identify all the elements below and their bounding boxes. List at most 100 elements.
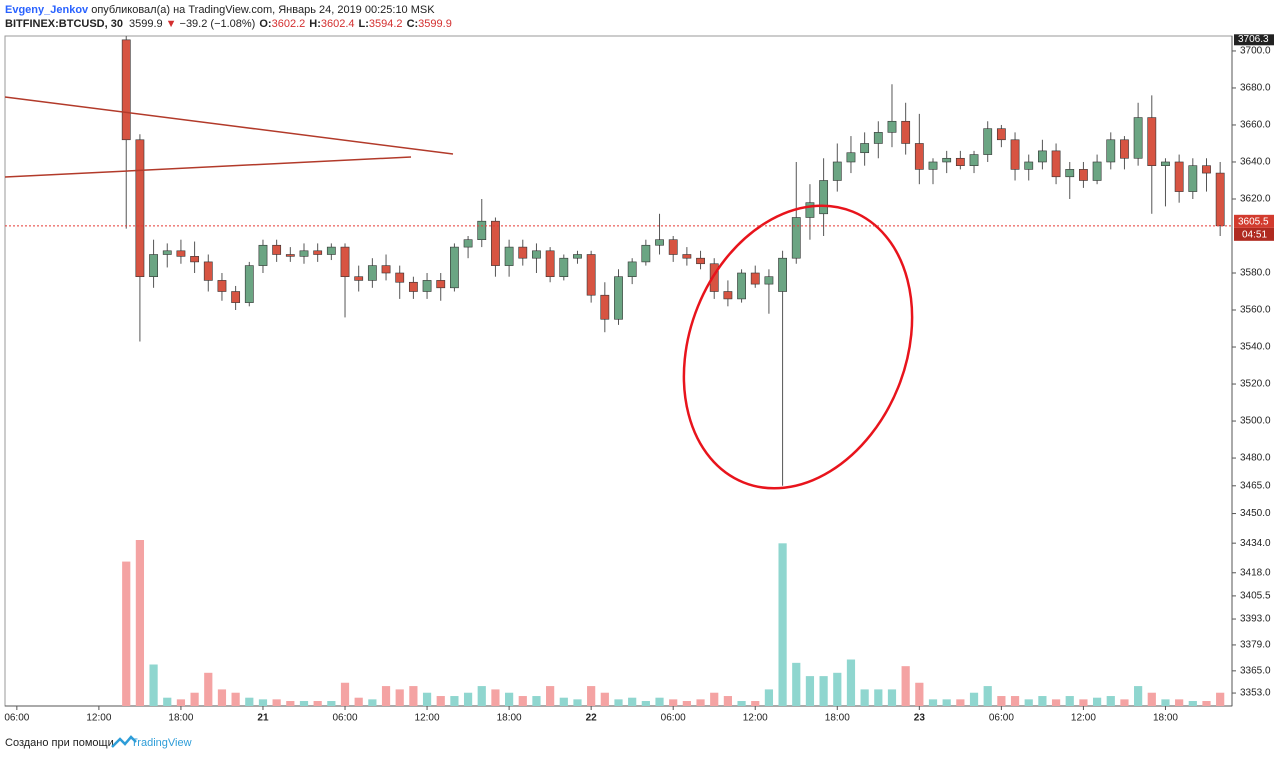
candle-body	[491, 220, 500, 266]
ohlc-value: 3602.2	[272, 18, 306, 30]
candle-body	[723, 291, 733, 300]
countdown-label: 04:51	[1242, 229, 1267, 240]
volume-bar	[723, 696, 732, 706]
candle-body	[1010, 139, 1020, 170]
candle-body	[805, 202, 815, 218]
candle-body	[340, 246, 350, 278]
candle-body	[996, 128, 1006, 141]
candle-body	[285, 254, 295, 257]
candle-body	[791, 217, 801, 259]
volume-bar	[190, 692, 199, 706]
volume-bar	[395, 689, 404, 706]
volume-bar	[833, 672, 842, 706]
candle-body	[928, 161, 938, 170]
y-tick-label: 3353.0	[1240, 688, 1271, 699]
candle-body	[217, 280, 227, 292]
y-tick-label: 3580.0	[1240, 268, 1271, 279]
trend-line[interactable]	[4, 156, 412, 178]
volume-bar	[381, 686, 391, 706]
volume-bar	[956, 699, 965, 706]
candle-body	[367, 265, 377, 281]
volume-bar	[272, 699, 281, 706]
y-tick-label: 3365.0	[1240, 665, 1271, 676]
candle-body	[149, 254, 158, 278]
candle-body	[942, 157, 952, 163]
y-tick-label: 3405.5	[1240, 591, 1271, 602]
trend-line[interactable]	[4, 96, 454, 155]
header: Evgeny_Jenkov опубликовал(а) на TradingV…	[5, 4, 435, 16]
volume-bar	[149, 664, 158, 706]
volume-bar	[245, 697, 254, 706]
candle-body	[1120, 139, 1129, 159]
y-tick-label: 3520.0	[1240, 379, 1271, 390]
candle-body	[614, 276, 623, 320]
x-tick-label: 18:00	[497, 713, 522, 724]
candle-body	[1092, 161, 1102, 181]
x-tick-label: 18:00	[1153, 713, 1178, 724]
y-tick-label: 3500.0	[1240, 416, 1271, 427]
plot	[121, 36, 1225, 706]
candle-body	[203, 261, 213, 281]
volume-bar	[505, 692, 514, 706]
footer-brand[interactable]: TradingView	[131, 737, 192, 749]
candle-body	[737, 272, 746, 300]
candle-body	[1161, 161, 1170, 166]
candle-body	[1133, 117, 1143, 159]
volume-bar	[573, 699, 582, 706]
y-tick-label: 3465.0	[1240, 480, 1271, 491]
volume-bar	[163, 697, 172, 706]
y-tick-label: 3434.0	[1240, 538, 1271, 549]
volume-bar	[299, 701, 309, 706]
candle-body	[422, 280, 432, 292]
candle-body	[436, 280, 446, 289]
ohlc-label: H:	[309, 18, 321, 30]
y-tick-label: 3560.0	[1240, 305, 1271, 316]
volume-bar	[1092, 697, 1102, 706]
volume-bar	[477, 686, 486, 706]
quote-line: BITFINEX:BTCUSD, 30 3599.9 ▼ −39.2 (−1.08%)…	[5, 18, 452, 30]
highlight-ellipse[interactable]	[643, 171, 953, 523]
volume-bar	[368, 699, 377, 706]
author[interactable]: Evgeny_Jenkov	[5, 4, 89, 16]
y-tick-label: 3700.0	[1240, 46, 1271, 57]
price: 3599.9	[129, 18, 163, 30]
change-arrow: ▼	[166, 18, 177, 30]
candle-body	[1037, 150, 1047, 163]
candle-body	[272, 244, 282, 255]
countdown-box	[1234, 227, 1274, 241]
y-tick-label: 3418.0	[1240, 567, 1271, 578]
volume-bar	[846, 659, 856, 706]
volume-bar	[559, 697, 568, 706]
volume-bar	[1079, 699, 1088, 706]
x-tick-label: 06:00	[661, 713, 686, 724]
candle-body	[764, 276, 774, 285]
candle-body	[121, 39, 131, 141]
volume-bar	[669, 699, 678, 706]
volume-bar	[1161, 699, 1170, 706]
candle-body	[873, 132, 883, 144]
ohlc-label: C:	[407, 18, 419, 30]
volume-bar	[204, 672, 213, 706]
candle-body	[258, 244, 268, 266]
volume-bar	[792, 662, 801, 706]
candle-body	[518, 246, 528, 259]
candle-body	[1147, 117, 1157, 166]
candle-body	[641, 244, 651, 263]
candle-body	[299, 250, 309, 257]
volume-bar	[587, 686, 596, 706]
candle-body	[969, 154, 979, 166]
candle-body	[326, 246, 336, 255]
volume-bar	[682, 701, 691, 706]
volume-bar	[354, 697, 363, 706]
volume-bar	[1106, 696, 1115, 706]
candle-body	[887, 120, 897, 133]
ohlc-label: O:	[259, 18, 271, 30]
candle-body	[832, 161, 842, 181]
candle-body	[477, 220, 487, 240]
x-tick-label: 12:00	[86, 713, 111, 724]
candle-body	[313, 250, 323, 255]
ohlc-value: 3594.2	[369, 18, 403, 30]
volume-bar	[969, 692, 979, 706]
candle-body	[190, 256, 200, 263]
